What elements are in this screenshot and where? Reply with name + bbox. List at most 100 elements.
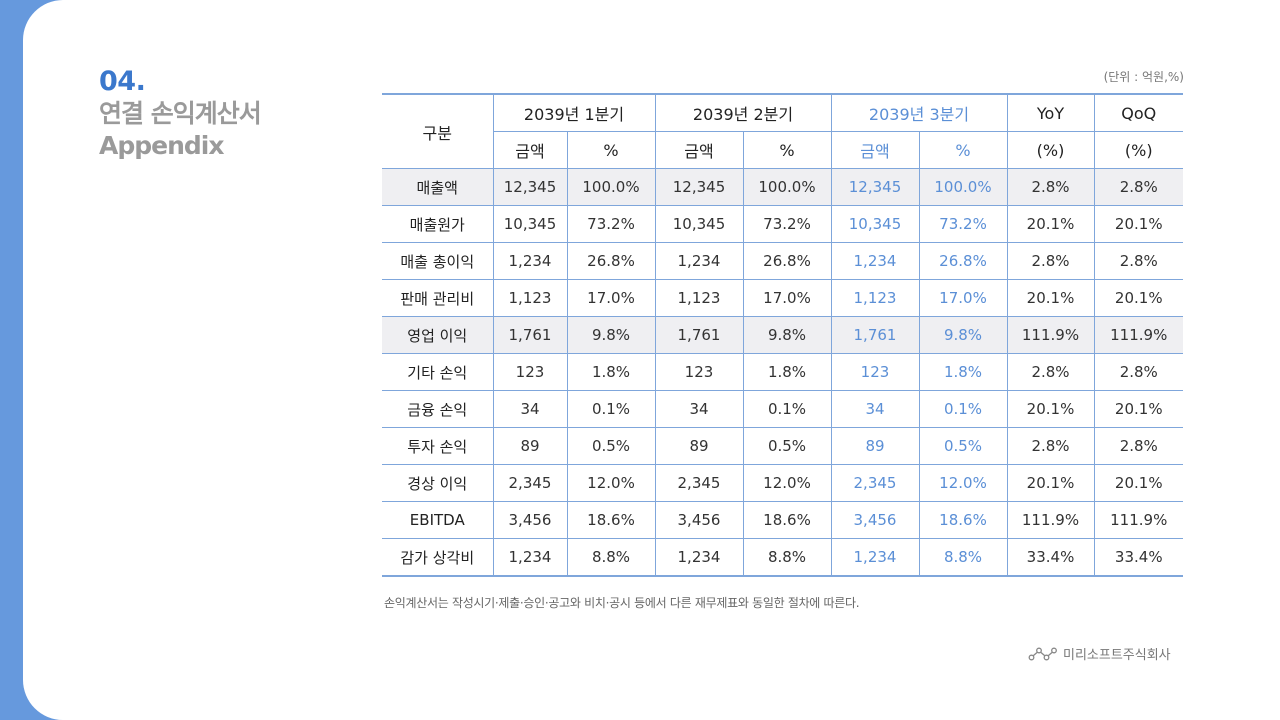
table-cell: 111.9% <box>1006 501 1095 539</box>
footnote: 손익계산서는 작성시기·제출·승인·공고와 비치·공시 등에서 다른 재무제표와… <box>384 596 860 610</box>
header-row-2: 금액 % 금액 % 금액 % (%) (%) <box>382 131 1183 169</box>
chart-line-nodes-icon <box>1028 647 1057 660</box>
table-row: 영업 이익 1,761 9.8% 1,761 9.8% 1,761 9.8% 111.9% 11… <box>382 316 1183 354</box>
table-cell: 2.8% <box>1093 427 1183 465</box>
table-cell: 0.1% <box>566 390 656 428</box>
table-cell: 73.2% <box>742 205 832 243</box>
header-qoq: QoQ <box>1093 93 1183 132</box>
table-cell: 2,345 <box>654 464 744 502</box>
table-body: 매출액 12,345 100.0% 12,345 100.0% 12,345 100.0% 2… <box>382 168 1183 577</box>
table-row: 판매 관리비 1,123 17.0% 1,123 17.0% 1,123 17.0% 20.1… <box>382 279 1183 317</box>
table-cell: 18.6% <box>742 501 832 539</box>
table-cell: 9.8% <box>918 316 1008 354</box>
table-cell: 1,123 <box>830 279 920 317</box>
table-row: 금융 손익 34 0.1% 34 0.1% 34 0.1% 20.1% 20.1% <box>382 390 1183 428</box>
table-cell: 8.8% <box>566 538 656 577</box>
header-q2: 2039년 2분기 <box>654 93 832 132</box>
table-cell: 89 <box>654 427 744 465</box>
table-cell: 12.0% <box>742 464 832 502</box>
table-cell: 20.1% <box>1093 390 1183 428</box>
table-cell: 89 <box>492 427 568 465</box>
table-cell: 8.8% <box>742 538 832 577</box>
company-name: 미리소프트주식회사 <box>1063 648 1171 663</box>
title-block: 04. 연결 손익계산서 Appendix <box>99 66 262 162</box>
table-cell: 1.8% <box>742 353 832 391</box>
table-cell: 2.8% <box>1006 353 1095 391</box>
header-category: 구분 <box>382 93 494 169</box>
page-subtitle: Appendix <box>99 131 224 160</box>
header-q1: 2039년 1분기 <box>492 93 656 132</box>
table-cell: 17.0% <box>566 279 656 317</box>
table-cell: 0.5% <box>742 427 832 465</box>
table-cell: 12,345 <box>492 168 568 206</box>
table-cell: 1,123 <box>492 279 568 317</box>
table-cell: 33.4% <box>1006 538 1095 577</box>
row-label: 감가 상각비 <box>382 538 494 577</box>
table-cell: 89 <box>830 427 920 465</box>
table-cell: 1,234 <box>654 538 744 577</box>
table-cell: 12,345 <box>830 168 920 206</box>
table-cell: 34 <box>830 390 920 428</box>
table-cell: 100.0% <box>566 168 656 206</box>
table-cell: 17.0% <box>742 279 832 317</box>
company-logo: 미리소프트주식회사 <box>1028 644 1171 663</box>
table-cell: 34 <box>654 390 744 428</box>
table-row: EBITDA 3,456 18.6% 3,456 18.6% 3,456 18.6% 111.… <box>382 501 1183 539</box>
table-cell: 0.5% <box>918 427 1008 465</box>
row-label: EBITDA <box>382 501 494 539</box>
table-cell: 20.1% <box>1093 205 1183 243</box>
table-cell: 1,234 <box>830 242 920 280</box>
table-cell: 111.9% <box>1006 316 1095 354</box>
table-cell: 3,456 <box>830 501 920 539</box>
header-q2-amount: 금액 <box>654 131 744 169</box>
table-cell: 34 <box>492 390 568 428</box>
row-label: 금융 손익 <box>382 390 494 428</box>
table-cell: 2.8% <box>1093 168 1183 206</box>
header-q3-pct: % <box>918 131 1008 169</box>
header-yoy-unit: (%) <box>1006 131 1095 169</box>
table-cell: 100.0% <box>918 168 1008 206</box>
table-cell: 123 <box>830 353 920 391</box>
table-cell: 1,234 <box>830 538 920 577</box>
table-cell: 1.8% <box>566 353 656 391</box>
table-row: 기타 손익 123 1.8% 123 1.8% 123 1.8% 2.8% 2.8% <box>382 353 1183 391</box>
table-cell: 26.8% <box>918 242 1008 280</box>
table-cell: 1,234 <box>492 242 568 280</box>
row-label: 매출액 <box>382 168 494 206</box>
unit-note: (단위 : 억원,%) <box>1103 70 1184 84</box>
table-cell: 26.8% <box>742 242 832 280</box>
header-q2-pct: % <box>742 131 832 169</box>
header-q1-pct: % <box>566 131 656 169</box>
table-cell: 18.6% <box>918 501 1008 539</box>
table-cell: 2.8% <box>1093 242 1183 280</box>
table-cell: 12,345 <box>654 168 744 206</box>
table-cell: 100.0% <box>742 168 832 206</box>
table-cell: 20.1% <box>1093 279 1183 317</box>
row-label: 투자 손익 <box>382 427 494 465</box>
table-cell: 18.6% <box>566 501 656 539</box>
table-cell: 0.1% <box>742 390 832 428</box>
section-number: 04. <box>99 66 146 97</box>
row-label: 매출 총이익 <box>382 242 494 280</box>
row-label: 판매 관리비 <box>382 279 494 317</box>
table-cell: 1,761 <box>654 316 744 354</box>
table-cell: 10,345 <box>654 205 744 243</box>
table-cell: 33.4% <box>1093 538 1183 577</box>
table-row: 감가 상각비 1,234 8.8% 1,234 8.8% 1,234 8.8% 33.4% 33… <box>382 538 1183 577</box>
table-cell: 20.1% <box>1006 464 1095 502</box>
page-title: 연결 손익계산서 <box>99 99 262 128</box>
table-cell: 9.8% <box>742 316 832 354</box>
table-cell: 2,345 <box>492 464 568 502</box>
table-cell: 12.0% <box>918 464 1008 502</box>
table-row: 매출액 12,345 100.0% 12,345 100.0% 12,345 100.0% 2… <box>382 168 1183 206</box>
table-cell: 1.8% <box>918 353 1008 391</box>
row-label: 기타 손익 <box>382 353 494 391</box>
header-q3: 2039년 3분기 <box>830 93 1008 132</box>
table-cell: 0.1% <box>918 390 1008 428</box>
table-cell: 0.5% <box>566 427 656 465</box>
table-cell: 123 <box>654 353 744 391</box>
table-cell: 1,234 <box>492 538 568 577</box>
header-q3-amount: 금액 <box>830 131 920 169</box>
table-row: 매출 총이익 1,234 26.8% 1,234 26.8% 1,234 26.8% 2.8%… <box>382 242 1183 280</box>
table-cell: 1,234 <box>654 242 744 280</box>
